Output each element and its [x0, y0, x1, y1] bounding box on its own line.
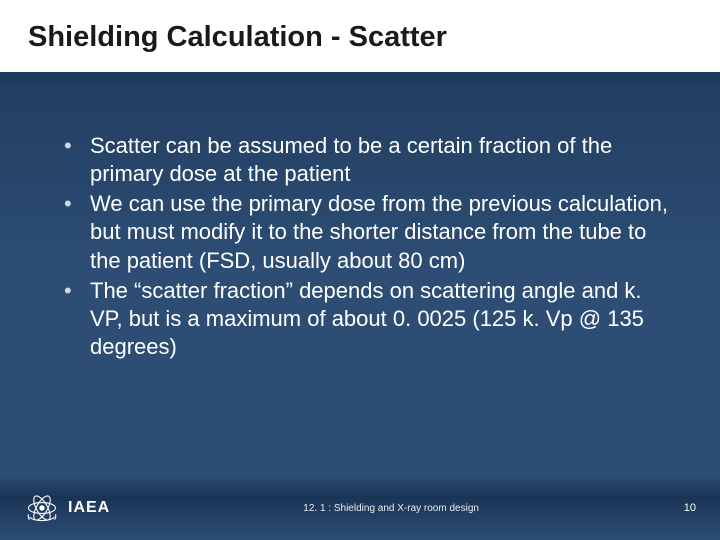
- list-item: The “scatter fraction” depends on scatte…: [68, 277, 672, 361]
- footer: IAEA 12. 1 : Shielding and X-ray room de…: [0, 484, 720, 540]
- footer-caption: 12. 1 : Shielding and X-ray room design: [110, 503, 672, 514]
- page-number: 10: [672, 502, 696, 514]
- slide-title: Shielding Calculation - Scatter: [28, 21, 447, 54]
- list-item: Scatter can be assumed to be a certain f…: [68, 132, 672, 188]
- title-bar: Shielding Calculation - Scatter: [0, 0, 720, 72]
- footer-left: IAEA: [24, 490, 110, 526]
- org-label: IAEA: [68, 499, 110, 517]
- bullet-text: Scatter can be assumed to be a certain f…: [90, 133, 612, 186]
- bullet-text: We can use the primary dose from the pre…: [90, 191, 668, 272]
- bullet-list: Scatter can be assumed to be a certain f…: [68, 132, 672, 361]
- iaea-logo-icon: [24, 490, 60, 526]
- list-item: We can use the primary dose from the pre…: [68, 190, 672, 274]
- content-area: Scatter can be assumed to be a certain f…: [0, 72, 720, 361]
- bullet-text: The “scatter fraction” depends on scatte…: [90, 278, 644, 359]
